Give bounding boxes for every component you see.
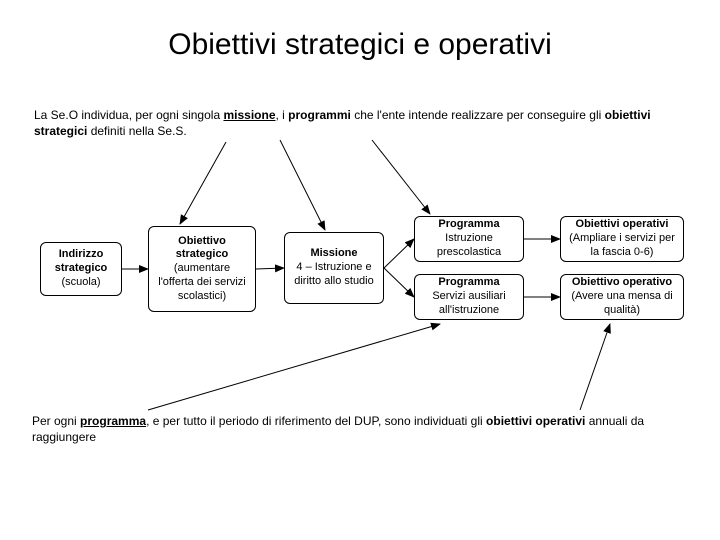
text-bold-programmi: programmi [288,108,351,122]
annotation-arrow [580,324,610,410]
node-obiettivo-strategico: Obiettivo strategico (aumentare l'offert… [148,226,256,312]
intro-paragraph-bottom: Per ogni programma, e per tutto il perio… [32,414,672,445]
node-label-main: Programma [438,276,499,290]
node-programma-servizi-ausiliari: Programma Servizi ausiliari all'istruzio… [414,274,524,320]
text-segment: Per ogni [32,414,80,428]
node-label-sub: (Avere una mensa di qualità) [567,290,677,318]
flow-arrow [384,268,414,297]
intro-paragraph-top: La Se.O individua, per ogni singola miss… [34,108,674,139]
node-label-main: Obiettivo operativo [572,276,672,290]
node-label-main: Obiettivo strategico [155,235,249,263]
node-obiettivo-operativo-2: Obiettivo operativo (Avere una mensa di … [560,274,684,320]
node-label-main: Missione [310,247,357,261]
text-segment: che l'ente intende realizzare per conseg… [351,108,605,122]
node-label-sub: (Ampliare i servizi per la fascia 0-6) [567,232,677,260]
text-segment: , i [276,108,289,122]
node-indirizzo-strategico: Indirizzo strategico (scuola) [40,242,122,296]
text-segment: La Se.O individua, per ogni singola [34,108,223,122]
flow-arrow [384,239,414,268]
annotation-arrow [280,140,325,230]
annotation-arrow [148,324,440,410]
node-programma-prescolastica: Programma Istruzione prescolastica [414,216,524,262]
annotation-arrow [180,142,226,224]
node-label-sub: Istruzione prescolastica [421,232,517,260]
node-label-sub: (scuola) [61,276,100,290]
text-segment: , e per tutto il periodo di riferimento … [146,414,486,428]
page-title: Obiettivi strategici e operativi [0,28,720,62]
node-obiettivi-operativi-1: Obiettivi operativi (Ampliare i servizi … [560,216,684,262]
node-missione: Missione 4 – Istruzione e diritto allo s… [284,232,384,304]
flow-arrow [256,268,284,269]
node-label-main: Programma [438,218,499,232]
node-label-main: Obiettivi operativi [576,218,669,232]
node-label-sub: Servizi ausiliari all'istruzione [421,290,517,318]
node-label-sub: 4 – Istruzione e diritto allo studio [291,261,377,289]
text-segment: definiti nella Se.S. [87,124,186,138]
text-underline-programma: programma [80,414,146,428]
text-bold-obiettivi-operativi: obiettivi operativi [486,414,585,428]
node-label-main: Indirizzo strategico [47,248,115,276]
node-label-sub: (aumentare l'offerta dei servizi scolast… [155,262,249,303]
annotation-arrow [372,140,430,214]
text-underline-missione: missione [223,108,275,122]
